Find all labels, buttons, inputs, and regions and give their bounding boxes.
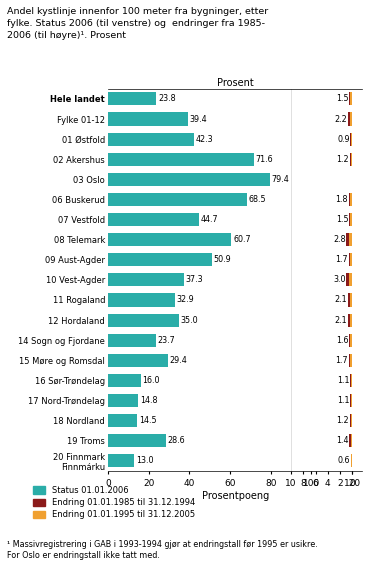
Bar [108, 434, 166, 447]
Bar [108, 92, 156, 105]
Bar [108, 132, 194, 145]
Bar [348, 113, 350, 126]
Text: 13.0: 13.0 [136, 456, 154, 465]
Bar [349, 354, 350, 367]
Bar [351, 394, 352, 407]
Text: 2.1: 2.1 [335, 316, 347, 325]
Bar [351, 132, 352, 145]
Text: 71.6: 71.6 [255, 155, 273, 164]
Bar [108, 113, 188, 126]
Text: 0.9: 0.9 [337, 135, 350, 144]
Bar [351, 434, 352, 447]
Bar [350, 293, 352, 307]
Bar [350, 153, 351, 166]
Text: 1.6: 1.6 [336, 336, 348, 345]
Bar [348, 193, 350, 206]
Bar [108, 414, 138, 427]
Bar [108, 273, 184, 286]
Bar [349, 233, 352, 246]
Bar [351, 374, 352, 387]
Text: 1.7: 1.7 [336, 356, 348, 365]
Text: 2.1: 2.1 [335, 295, 347, 305]
Text: 44.7: 44.7 [201, 215, 218, 224]
Bar [108, 374, 141, 387]
Bar [349, 434, 351, 447]
Bar [108, 354, 168, 367]
Bar [351, 153, 352, 166]
X-axis label: Prosent: Prosent [217, 78, 254, 88]
Text: 1.1: 1.1 [337, 396, 349, 405]
Bar [349, 213, 350, 226]
Bar [108, 293, 175, 307]
Text: 2.8: 2.8 [333, 235, 346, 244]
Text: 2.2: 2.2 [334, 114, 347, 123]
Text: 68.5: 68.5 [249, 195, 266, 204]
Bar [350, 334, 352, 347]
Bar [348, 314, 350, 327]
Text: 1.2: 1.2 [336, 155, 349, 164]
Text: 23.8: 23.8 [158, 95, 176, 104]
Bar [351, 414, 352, 427]
Text: 0.6: 0.6 [338, 456, 350, 465]
Bar [350, 193, 352, 206]
Bar [350, 394, 351, 407]
Bar [108, 253, 212, 267]
Bar [350, 213, 352, 226]
Text: 1.1: 1.1 [337, 376, 349, 385]
Text: For Oslo er endringstall ikke tatt med.: For Oslo er endringstall ikke tatt med. [7, 551, 160, 560]
Text: 60.7: 60.7 [233, 235, 251, 244]
Text: 1.8: 1.8 [335, 195, 348, 204]
Text: 35.0: 35.0 [181, 316, 198, 325]
Text: 42.3: 42.3 [196, 135, 213, 144]
Text: 37.3: 37.3 [186, 276, 203, 284]
Text: 14.8: 14.8 [140, 396, 157, 405]
Bar [350, 374, 351, 387]
Bar [347, 233, 349, 246]
Text: 23.7: 23.7 [158, 336, 176, 345]
Bar [108, 454, 134, 468]
Bar [350, 113, 352, 126]
Bar [349, 92, 350, 105]
Bar [349, 334, 350, 347]
Bar [108, 334, 156, 347]
Bar [108, 153, 254, 166]
Bar [108, 213, 199, 226]
Text: 79.4: 79.4 [271, 175, 289, 184]
Bar [350, 354, 352, 367]
Bar [350, 132, 351, 145]
Text: 32.9: 32.9 [176, 295, 194, 305]
Text: ¹ Massivregistrering i GAB i 1993-1994 gjør at endringstall før 1995 er usikre.: ¹ Massivregistrering i GAB i 1993-1994 g… [7, 540, 318, 549]
Bar [108, 173, 269, 186]
Text: 1.2: 1.2 [336, 416, 349, 425]
Bar [350, 414, 351, 427]
Text: 1.5: 1.5 [336, 215, 348, 224]
Legend: Status 01.01.2006, Endring 01.01.1985 til 31.12.1994, Endring 01.01.1995 til 31.: Status 01.01.2006, Endring 01.01.1985 ti… [33, 486, 195, 520]
Text: Andel kystlinje innenfor 100 meter fra bygninger, etter
fylke. Status 2006 (til : Andel kystlinje innenfor 100 meter fra b… [7, 7, 269, 40]
Bar [350, 314, 352, 327]
Text: 16.0: 16.0 [142, 376, 160, 385]
X-axis label: Prosentpoeng: Prosentpoeng [202, 491, 269, 501]
Bar [348, 293, 350, 307]
Text: 3.0: 3.0 [333, 276, 346, 284]
Bar [350, 253, 352, 267]
Bar [351, 454, 352, 468]
Text: 39.4: 39.4 [190, 114, 208, 123]
Bar [108, 314, 179, 327]
Bar [349, 273, 352, 286]
Bar [108, 394, 138, 407]
Text: 1.7: 1.7 [336, 255, 348, 264]
Bar [350, 92, 352, 105]
Text: 50.9: 50.9 [213, 255, 231, 264]
Bar [108, 233, 231, 246]
Text: 1.5: 1.5 [336, 95, 348, 104]
Bar [108, 193, 247, 206]
Bar [346, 273, 349, 286]
Text: 28.6: 28.6 [168, 436, 186, 445]
Text: 1.4: 1.4 [336, 436, 349, 445]
Bar [349, 253, 350, 267]
Text: 14.5: 14.5 [139, 416, 157, 425]
Text: 29.4: 29.4 [169, 356, 187, 365]
